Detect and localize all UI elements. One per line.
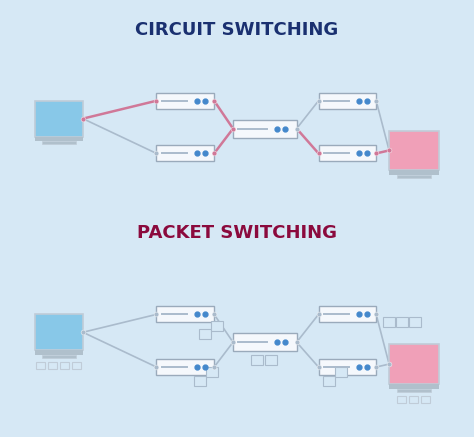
Bar — [35, 136, 83, 142]
FancyBboxPatch shape — [35, 314, 83, 350]
FancyBboxPatch shape — [233, 333, 297, 351]
Bar — [36, 362, 45, 369]
Bar — [265, 355, 277, 365]
Bar — [211, 321, 223, 331]
Bar — [199, 329, 211, 339]
FancyBboxPatch shape — [389, 344, 439, 384]
Bar — [409, 317, 421, 327]
Bar — [323, 376, 336, 386]
FancyBboxPatch shape — [389, 131, 439, 170]
FancyBboxPatch shape — [319, 359, 376, 375]
FancyBboxPatch shape — [156, 306, 214, 323]
FancyBboxPatch shape — [233, 120, 297, 138]
FancyBboxPatch shape — [156, 146, 214, 161]
Bar — [397, 175, 431, 178]
Bar — [42, 355, 76, 358]
Bar — [251, 355, 263, 365]
Bar — [42, 142, 76, 145]
Bar — [389, 384, 439, 389]
FancyBboxPatch shape — [319, 306, 376, 323]
Bar — [206, 367, 218, 377]
Bar — [396, 317, 408, 327]
Bar — [397, 396, 406, 403]
FancyBboxPatch shape — [319, 146, 376, 161]
FancyBboxPatch shape — [156, 359, 214, 375]
FancyBboxPatch shape — [319, 93, 376, 109]
Bar — [421, 396, 430, 403]
Bar — [383, 317, 395, 327]
Bar — [397, 389, 431, 392]
Text: CIRCUIT SWITCHING: CIRCUIT SWITCHING — [136, 21, 338, 39]
FancyBboxPatch shape — [156, 93, 214, 109]
Bar — [336, 367, 347, 377]
FancyBboxPatch shape — [35, 101, 83, 136]
Bar — [389, 170, 439, 175]
Bar — [72, 362, 81, 369]
Bar — [409, 396, 418, 403]
Bar — [60, 362, 69, 369]
Bar — [194, 376, 206, 386]
Bar — [48, 362, 57, 369]
Bar — [35, 350, 83, 355]
Text: PACKET SWITCHING: PACKET SWITCHING — [137, 224, 337, 242]
